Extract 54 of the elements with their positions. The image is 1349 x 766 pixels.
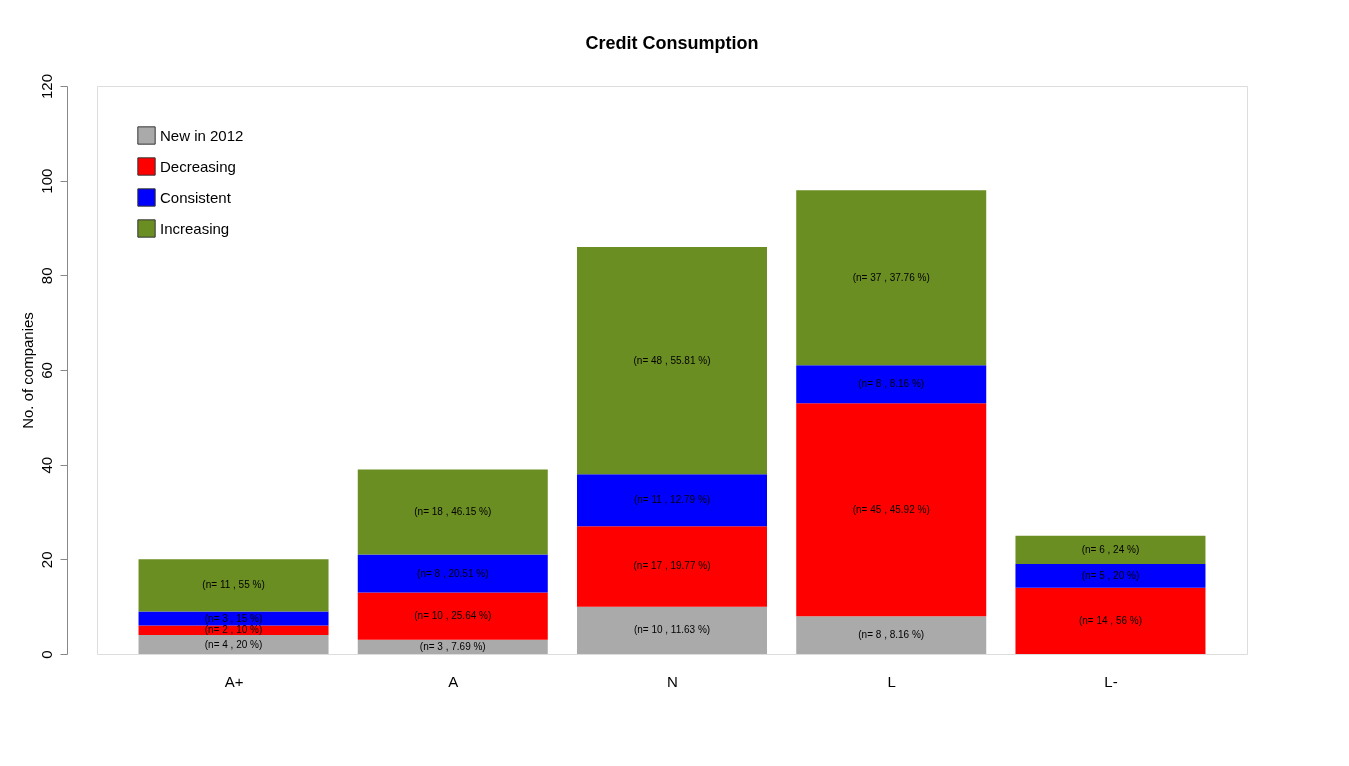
- bar: [1015, 535, 1206, 565]
- x-tick-label: A+: [224, 672, 244, 690]
- y-axis-title: No. of companies: [18, 312, 36, 429]
- x-tick-label: L-: [1104, 672, 1118, 690]
- bar: [357, 592, 548, 640]
- bar: [796, 190, 987, 366]
- x-tick-label: A: [448, 672, 459, 690]
- data-label: (n= 3 , 7.69 %): [419, 640, 486, 652]
- chart-title: Credit Consumption: [585, 33, 759, 54]
- data-label: (n= 11 , 12.79 %): [633, 494, 711, 506]
- bar: [577, 606, 767, 654]
- data-label: (n= 8 , 8.16 %): [858, 629, 925, 641]
- data-label: (n= 11 , 55 %): [202, 579, 265, 591]
- y-tick-label: 0: [37, 650, 55, 659]
- bar: [1015, 564, 1206, 588]
- legend-label: New in 2012: [160, 126, 244, 144]
- bar: [357, 554, 548, 593]
- data-label: (n= 37 , 37.76 %): [852, 271, 930, 283]
- data-label: (n= 2 , 10 %): [204, 624, 263, 636]
- y-tick-label: 80: [37, 267, 55, 285]
- legend-label: Increasing: [160, 219, 230, 237]
- bar: [796, 365, 987, 404]
- data-label: (n= 10 , 25.64 %): [414, 610, 492, 622]
- data-label: (n= 8 , 20.51 %): [417, 567, 489, 579]
- data-label: (n= 14 , 56 %): [1078, 614, 1143, 626]
- x-tick-label: L: [887, 672, 896, 690]
- legend-label: Consistent: [160, 188, 232, 206]
- bar: [1015, 587, 1206, 654]
- bar: [138, 559, 329, 612]
- legend-label: Decreasing: [160, 157, 236, 175]
- data-label: (n= 48 , 55.81 %): [633, 354, 711, 366]
- data-label: (n= 10 , 11.63 %): [633, 624, 711, 636]
- bar: [796, 403, 987, 617]
- x-tick-label: N: [667, 672, 678, 690]
- data-label: (n= 18 , 46.15 %): [414, 506, 492, 517]
- bar: [138, 611, 329, 626]
- data-label: (n= 8 , 8.16 %): [858, 378, 925, 390]
- bar: [138, 635, 329, 654]
- y-tick-label: 40: [37, 456, 55, 474]
- y-tick-label: 100: [37, 168, 55, 194]
- data-label: (n= 3 , 15 %): [204, 612, 263, 624]
- data-label: (n= 17 , 19.77 %): [633, 560, 711, 572]
- y-tick-label: 20: [37, 551, 55, 569]
- y-tick-label: 60: [37, 362, 55, 379]
- data-label: (n= 45 , 45.92 %): [852, 503, 930, 515]
- bar: [357, 469, 548, 555]
- data-label: (n= 5 , 20 %): [1081, 569, 1140, 581]
- data-label: (n= 4 , 20 %): [204, 638, 263, 650]
- bar: [577, 526, 767, 607]
- y-tick-label: 120: [37, 73, 55, 100]
- bar: [577, 246, 767, 475]
- bar: [577, 474, 767, 527]
- data-label: (n= 6 , 24 %): [1081, 543, 1140, 555]
- bar: [796, 616, 987, 654]
